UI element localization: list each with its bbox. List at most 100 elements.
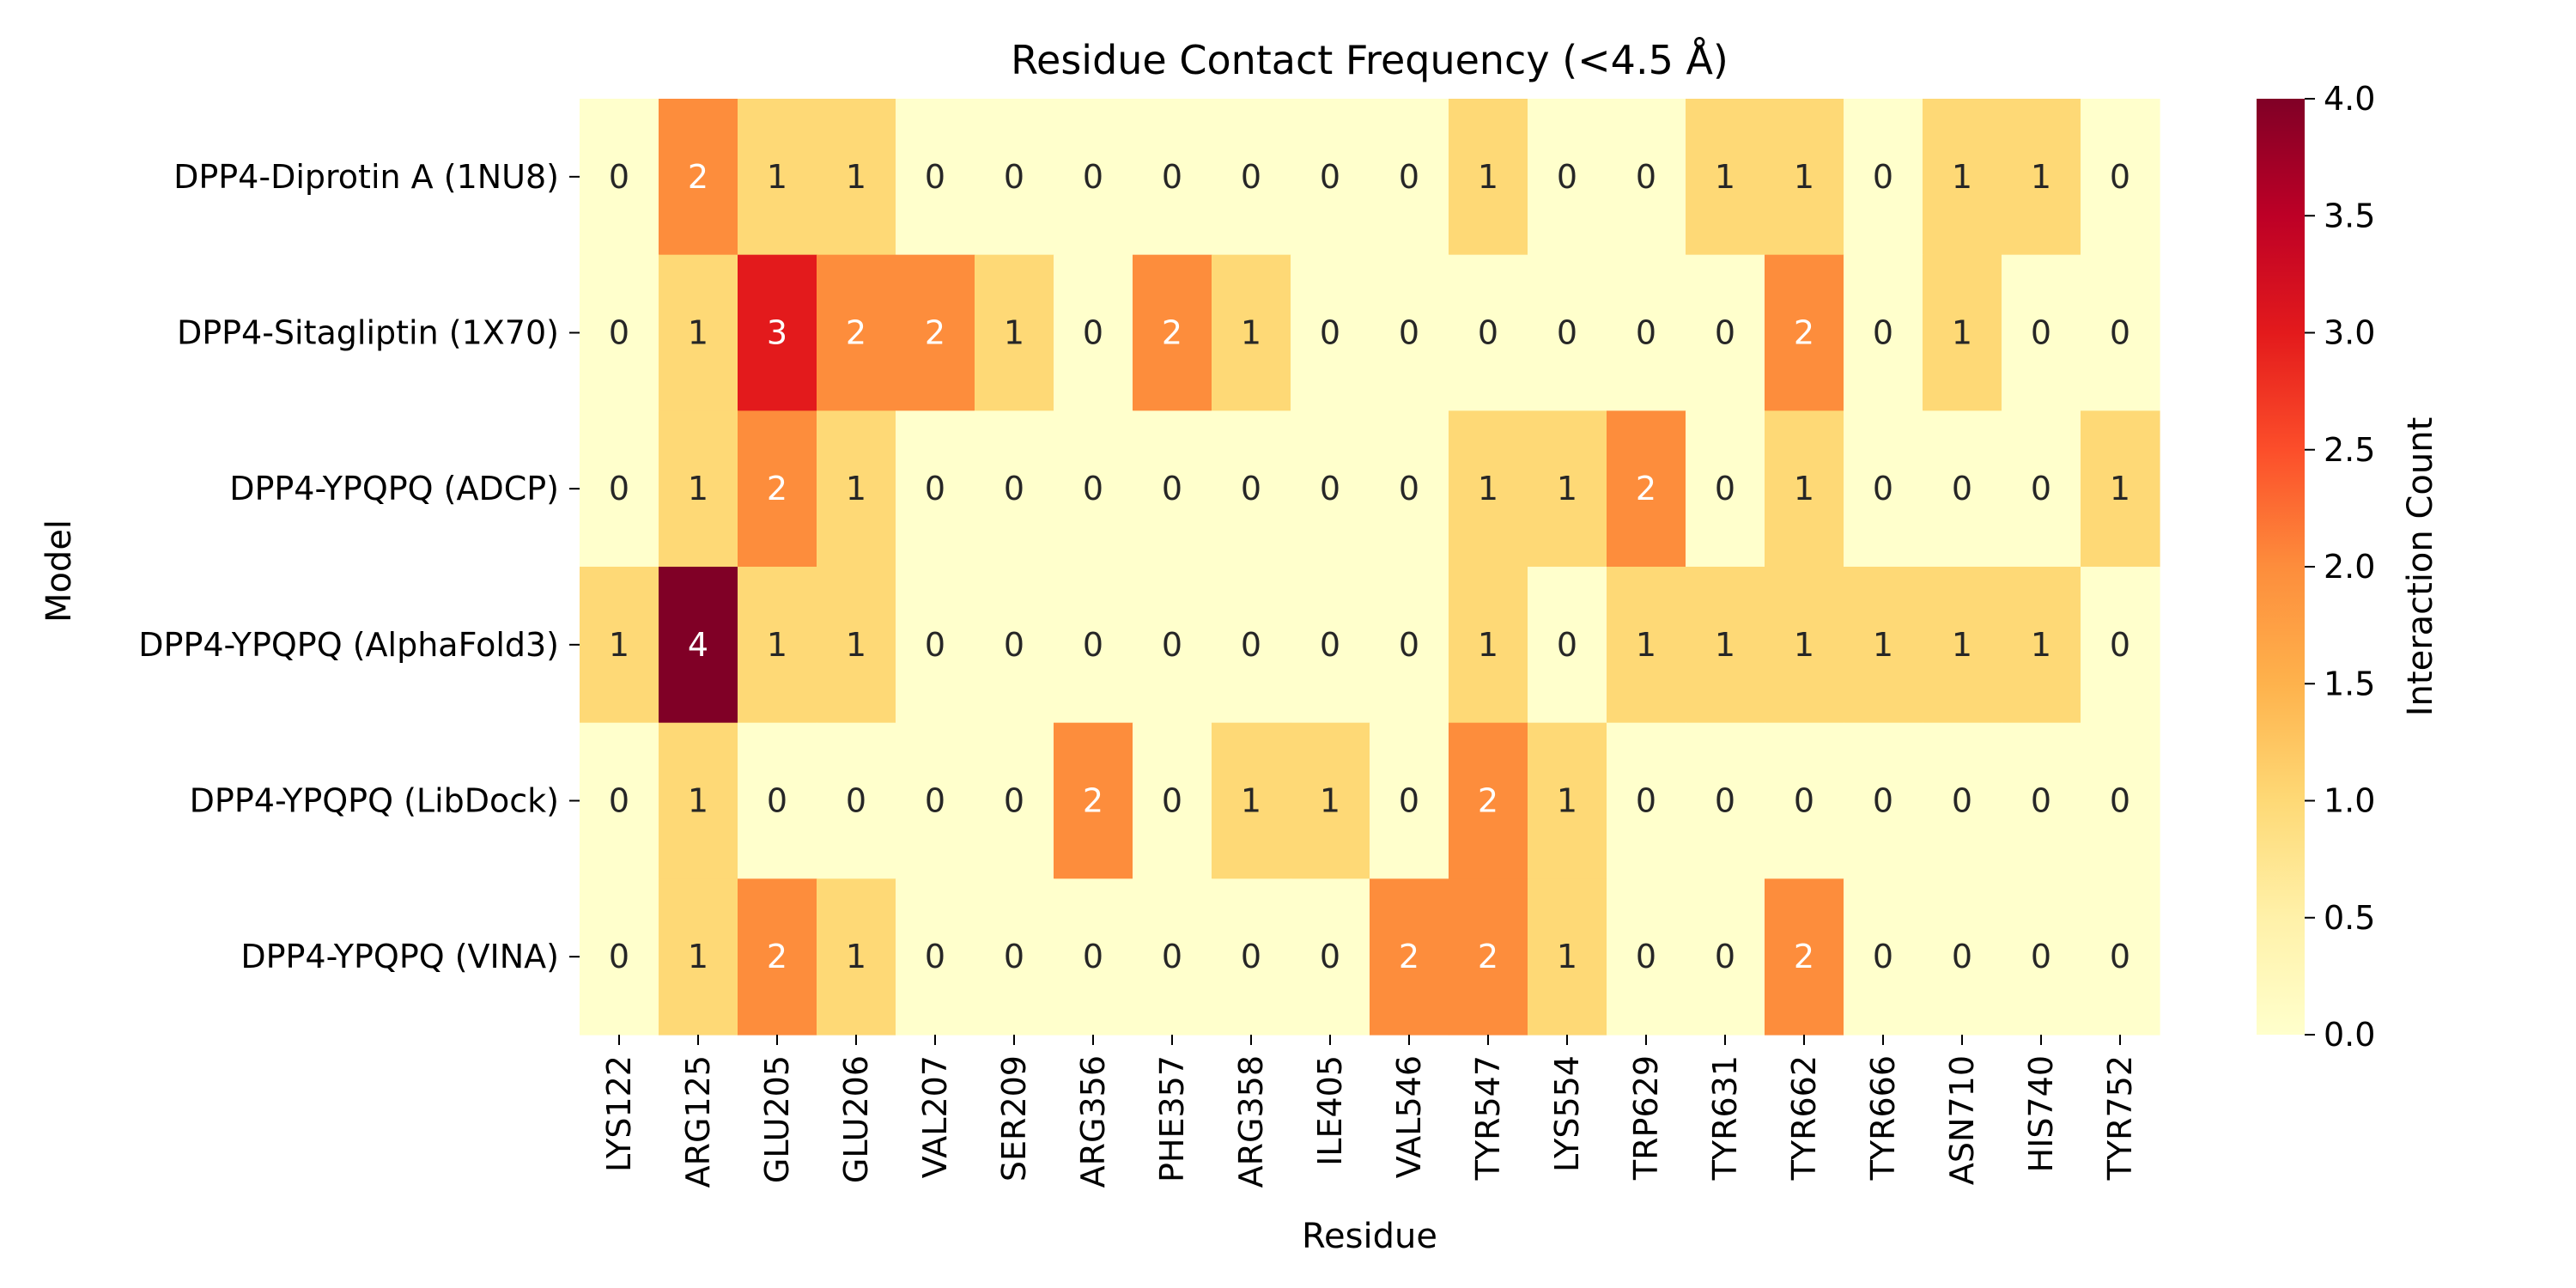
cell-value-label: 0	[1399, 314, 1419, 352]
heatmap-cell	[1133, 878, 1212, 1036]
heatmap-cell	[1212, 722, 1291, 879]
heatmap-cell	[659, 410, 738, 568]
cell-value-label: 0	[1241, 626, 1261, 664]
cell-value-label: 1	[1794, 470, 1814, 507]
colorbar-tick-label: 1.0	[2324, 782, 2375, 820]
cell-value-label: 0	[925, 626, 945, 664]
cell-value-label: 0	[1636, 938, 1656, 975]
x-tick-label: LYS554	[1548, 1055, 1586, 1172]
cell-value-label: 2	[1794, 314, 1814, 352]
cell-value-label: 1	[1241, 782, 1261, 820]
heatmap-cell	[896, 254, 975, 411]
colorbar-tick-label: 0.0	[2324, 1016, 2375, 1054]
x-tick-label: ASN710	[1943, 1055, 1981, 1185]
heatmap-cell	[659, 567, 738, 724]
heatmap-cell	[1054, 878, 1133, 1036]
heatmap-cell	[817, 99, 896, 256]
cell-value-label: 0	[1636, 314, 1656, 352]
heatmap-cell	[1528, 567, 1607, 724]
heatmap-cell	[1686, 99, 1765, 256]
cell-value-label: 0	[1083, 158, 1103, 196]
cell-value-label: 1	[1478, 158, 1498, 196]
cell-value-label: 1	[1636, 626, 1656, 664]
cell-value-label: 0	[1952, 938, 1972, 975]
cell-value-label: 0	[2110, 626, 2130, 664]
x-tick-label: PHE357	[1153, 1055, 1191, 1182]
heatmap-cell	[1291, 99, 1370, 256]
heatmap-cell	[1686, 567, 1765, 724]
heatmap-cell	[2002, 410, 2081, 568]
x-tick-label: ARG358	[1232, 1055, 1270, 1188]
heatmap-cell	[975, 410, 1054, 568]
heatmap-cell	[1528, 99, 1607, 256]
cell-value-label: 1	[2031, 626, 2051, 664]
cell-value-label: 0	[2031, 470, 2051, 507]
colorbar-tick-label: 3.5	[2324, 197, 2375, 234]
heatmap-cell	[1449, 99, 1528, 256]
cell-value-label: 0	[1004, 158, 1024, 196]
heatmap-cell	[1291, 567, 1370, 724]
cell-value-label: 1	[1794, 158, 1814, 196]
heatmap-cell	[1291, 878, 1370, 1036]
cell-value-label: 0	[1399, 158, 1419, 196]
heatmap-cell	[580, 567, 659, 724]
x-tick-label: TYR547	[1469, 1055, 1507, 1181]
cell-value-label: 0	[609, 314, 629, 352]
y-axis-ticks: DPP4-Diprotin A (1NU8) DPP4-Sitagliptin (…	[138, 158, 580, 975]
colorbar	[2257, 99, 2305, 1035]
x-tick-label: ARG125	[679, 1055, 717, 1188]
cell-value-label: 0	[609, 782, 629, 820]
cell-value-label: 0	[1083, 938, 1103, 975]
y-tick-label: DPP4-YPQPQ (AlphaFold3)	[138, 626, 559, 664]
cell-value-label: 0	[1083, 314, 1103, 352]
cell-value-label: 0	[1083, 626, 1103, 664]
heatmap-cell	[1370, 567, 1449, 724]
cell-value-label: 0	[2031, 314, 2051, 352]
cell-value-label: 1	[1241, 314, 1261, 352]
cell-value-label: 0	[1873, 158, 1893, 196]
cell-value-label: 0	[1873, 782, 1893, 820]
colorbar-tick-label: 4.0	[2324, 80, 2375, 118]
heatmap-cell	[2081, 410, 2160, 568]
heatmap-cell	[1765, 410, 1844, 568]
colorbar-tick-label: 2.5	[2324, 431, 2375, 469]
heatmap-cell	[896, 99, 975, 256]
heatmap-cell	[738, 567, 817, 724]
heatmap-cell	[1054, 254, 1133, 411]
heatmap-cell	[2081, 878, 2160, 1036]
heatmap-cell	[1607, 99, 1686, 256]
heatmap-cell	[738, 878, 817, 1036]
y-tick-label: DPP4-YPQPQ (ADCP)	[229, 470, 559, 507]
cell-value-label: 1	[609, 626, 629, 664]
heatmap-cell	[1370, 254, 1449, 411]
cell-value-label: 0	[2110, 782, 2130, 820]
heatmap-cell	[580, 254, 659, 411]
heatmap-cell	[1370, 878, 1449, 1036]
x-tick-label: TYR631	[1706, 1055, 1744, 1181]
cell-value-label: 1	[1004, 314, 1024, 352]
cell-value-label: 2	[688, 158, 708, 196]
cell-value-label: 1	[1557, 938, 1577, 975]
colorbar-tick-label: 1.5	[2324, 665, 2375, 702]
heatmap-cell	[1765, 722, 1844, 879]
y-tick-label: DPP4-Sitagliptin (1X70)	[177, 314, 559, 352]
cell-value-label: 0	[1794, 782, 1814, 820]
heatmap-cell	[1686, 878, 1765, 1036]
heatmap-cells: 0 2 1 1 0 0 0 0 0 0 0 1 0 0 1 1 0 1 1 0 0 1 3 2 2 1 0 2 1 0 0 0 0 0 0 2 0 1 0 0…	[580, 99, 2160, 1036]
cell-value-label: 1	[846, 158, 866, 196]
heatmap-cell	[817, 878, 896, 1036]
heatmap-cell	[1607, 722, 1686, 879]
heatmap-cell	[659, 722, 738, 879]
x-tick-label: VAL207	[916, 1055, 954, 1178]
cell-value-label: 0	[1004, 782, 1024, 820]
cell-value-label: 1	[688, 782, 708, 820]
cell-value-label: 0	[1478, 314, 1498, 352]
heatmap-cell	[1923, 722, 2002, 879]
cell-value-label: 0	[1162, 158, 1182, 196]
heatmap-cell	[1686, 410, 1765, 568]
cell-value-label: 0	[1241, 470, 1261, 507]
cell-value-label: 2	[1399, 938, 1419, 975]
cell-value-label: 0	[1399, 626, 1419, 664]
x-axis-title: Residue	[1302, 1217, 1437, 1256]
cell-value-label: 1	[1715, 158, 1735, 196]
